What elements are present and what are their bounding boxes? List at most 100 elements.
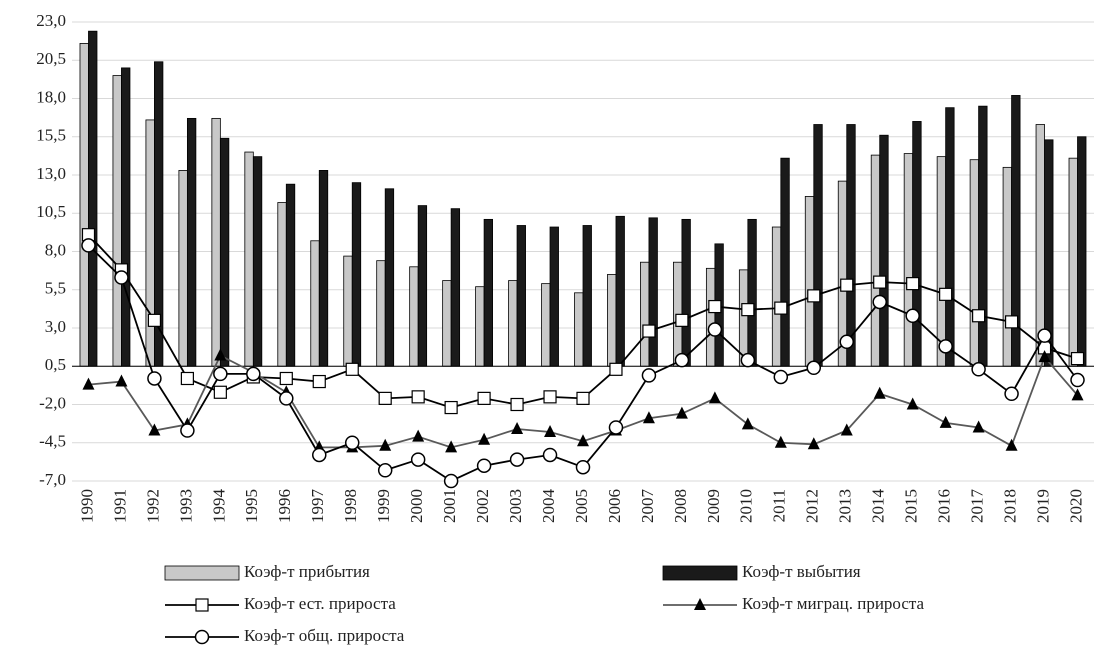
bar	[318, 170, 329, 367]
marker	[378, 391, 392, 405]
marker	[344, 435, 360, 450]
marker	[246, 366, 261, 382]
bar	[738, 269, 749, 367]
marker	[906, 277, 920, 291]
bar	[343, 255, 353, 367]
bar	[780, 157, 790, 367]
marker	[544, 425, 557, 438]
x-tick-label: 2009	[704, 489, 723, 523]
marker	[379, 438, 392, 451]
x-tick-label: 2006	[605, 489, 624, 523]
bar	[978, 105, 988, 367]
x-tick-label: 1997	[308, 489, 327, 524]
bar	[969, 159, 980, 367]
bar	[409, 266, 419, 367]
bar	[277, 202, 287, 367]
marker	[412, 429, 425, 442]
marker	[873, 386, 886, 399]
x-tick-label: 2014	[869, 489, 888, 524]
bar	[88, 30, 98, 367]
marker	[114, 270, 129, 285]
marker	[840, 278, 854, 292]
bar	[1077, 136, 1087, 367]
marker	[576, 391, 590, 405]
marker	[642, 324, 656, 338]
marker	[1037, 328, 1052, 343]
y-tick-label: 15,5	[36, 126, 66, 145]
marker	[774, 301, 788, 315]
marker	[478, 432, 491, 445]
marker	[1070, 372, 1085, 388]
marker	[1038, 350, 1051, 363]
bar	[508, 280, 518, 367]
marker	[377, 463, 393, 478]
marker	[511, 421, 524, 434]
marker	[741, 417, 754, 430]
marker	[641, 368, 657, 383]
x-tick-label: 2010	[737, 489, 756, 523]
bar	[475, 286, 485, 367]
x-tick-label: 2003	[506, 489, 525, 523]
bar	[640, 261, 650, 367]
marker	[180, 423, 195, 438]
marker	[1005, 438, 1018, 451]
bar	[450, 208, 461, 367]
marker	[279, 371, 293, 386]
x-tick-label: 2004	[539, 489, 558, 524]
marker	[674, 352, 690, 368]
x-tick-label: 1992	[143, 489, 162, 523]
bar	[376, 260, 386, 367]
marker	[575, 459, 591, 475]
bar	[903, 153, 914, 367]
marker	[642, 411, 655, 424]
marker	[773, 369, 789, 385]
bar	[648, 217, 658, 367]
marker	[806, 360, 822, 376]
bar	[145, 119, 155, 367]
x-tick-label: 2017	[968, 489, 987, 524]
marker	[345, 362, 359, 376]
marker	[608, 420, 624, 435]
bar	[804, 196, 815, 367]
legend-label: Коэф-т прибытия	[244, 562, 370, 581]
marker	[577, 434, 589, 447]
marker	[115, 374, 128, 387]
bar	[79, 43, 89, 367]
marker	[214, 348, 227, 361]
marker	[972, 420, 985, 433]
marker	[694, 598, 706, 610]
marker	[279, 391, 294, 406]
marker	[147, 371, 162, 386]
marker	[509, 452, 525, 467]
marker	[411, 390, 425, 404]
bar	[211, 117, 221, 367]
x-tick-label: 1994	[209, 489, 228, 524]
x-tick-label: 2001	[440, 489, 459, 523]
marker	[543, 390, 557, 404]
x-tick-label: 2007	[638, 489, 657, 524]
marker	[477, 391, 491, 405]
marker	[194, 629, 210, 645]
marker	[1004, 315, 1019, 329]
y-tick-label: -4,5	[39, 432, 66, 451]
marker	[1004, 386, 1019, 402]
x-tick-label: 2002	[473, 489, 492, 523]
y-tick-label: 8,0	[45, 240, 66, 259]
marker	[708, 299, 722, 314]
marker	[740, 352, 756, 368]
marker	[675, 313, 689, 327]
marker	[1070, 352, 1085, 366]
bar	[310, 240, 320, 367]
x-tick-label: 2019	[1033, 489, 1052, 523]
marker	[774, 435, 787, 448]
legend-label: Коэф-т общ. прироста	[244, 626, 405, 645]
marker	[195, 598, 209, 612]
marker	[444, 400, 458, 415]
marker	[510, 397, 524, 412]
legend-label: Коэф-т ест. прироста	[244, 594, 396, 613]
bar	[244, 151, 254, 367]
x-tick-label: 1998	[341, 489, 360, 523]
marker	[873, 275, 887, 289]
marker	[443, 473, 459, 489]
